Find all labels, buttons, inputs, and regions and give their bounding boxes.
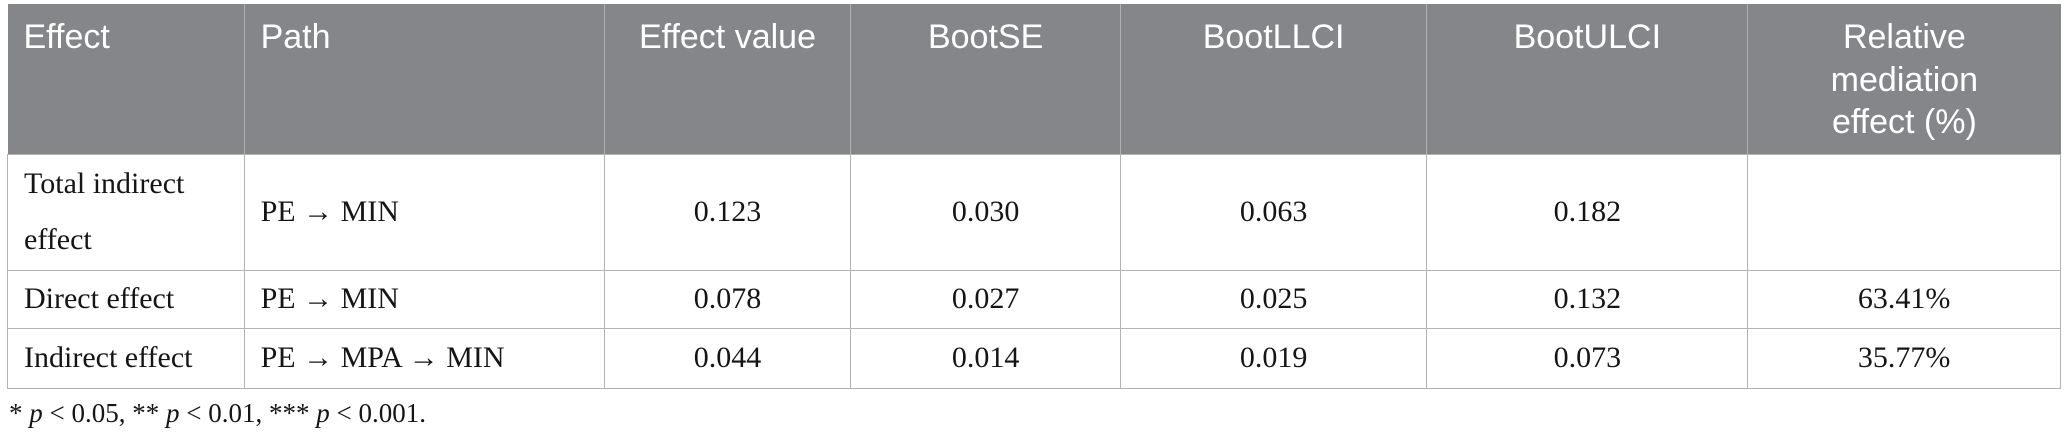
footnote-segment: p bbox=[316, 397, 330, 428]
header-effect: Effect bbox=[7, 4, 245, 154]
cell-path: PE → MIN bbox=[243, 153, 605, 271]
cell-effect-value: 0.044 bbox=[603, 327, 852, 389]
cell-bootllci: 0.025 bbox=[1119, 269, 1428, 329]
footnote-segment: < 0.001. bbox=[329, 397, 426, 428]
header-bootllci: BootLLCI bbox=[1119, 4, 1427, 154]
cell-bootllci: 0.063 bbox=[1119, 153, 1428, 271]
cell-bootse: 0.030 bbox=[850, 153, 1121, 271]
cell-effect: Direct effect bbox=[7, 269, 245, 329]
mediation-effects-table: Effect Path Effect value BootSE BootLLCI… bbox=[7, 4, 2061, 389]
cell-bootulci: 0.182 bbox=[1426, 153, 1749, 271]
header-effect-value: Effect value bbox=[603, 4, 851, 154]
header-bootse: BootSE bbox=[850, 4, 1121, 154]
cell-effect: Indirect effect bbox=[7, 327, 245, 389]
cell-path: PE → MPA → MIN bbox=[243, 327, 605, 389]
footnote-segment: < 0.05, ** bbox=[42, 397, 166, 428]
footnote-segment: p bbox=[29, 397, 43, 428]
footnote-segment: < 0.01, *** bbox=[179, 397, 317, 428]
table-header-row: Effect Path Effect value BootSE BootLLCI… bbox=[7, 4, 2061, 154]
cell-bootulci: 0.132 bbox=[1426, 269, 1749, 329]
cell-bootulci: 0.073 bbox=[1426, 327, 1749, 389]
header-path: Path bbox=[243, 4, 605, 154]
cell-effect-value: 0.078 bbox=[603, 269, 852, 329]
cell-bootse: 0.027 bbox=[850, 269, 1121, 329]
significance-footnote: * p < 0.05, ** p < 0.01, *** p < 0.001. bbox=[7, 398, 2061, 429]
table-row-indirect-effect: Indirect effect PE → MPA → MIN 0.044 0.0… bbox=[7, 327, 2061, 389]
cell-bootllci: 0.019 bbox=[1119, 327, 1428, 389]
cell-relative-mediation-effect: 63.41% bbox=[1747, 269, 2061, 329]
cell-path: PE → MIN bbox=[243, 269, 605, 329]
footnote-segment: p bbox=[165, 397, 180, 428]
header-relative-mediation-effect: Relative mediation effect (%) bbox=[1747, 4, 2061, 154]
cell-relative-mediation-effect bbox=[1747, 153, 2061, 271]
header-bootulci: BootULCI bbox=[1426, 4, 1748, 154]
cell-relative-mediation-effect: 35.77% bbox=[1747, 327, 2061, 389]
cell-effect-value: 0.123 bbox=[603, 153, 852, 271]
table-row-total-indirect-effect: Total indirect effect PE → MIN 0.123 0.0… bbox=[7, 153, 2061, 271]
table-row-direct-effect: Direct effect PE → MIN 0.078 0.027 0.025… bbox=[7, 269, 2061, 329]
cell-bootse: 0.014 bbox=[850, 327, 1121, 389]
footnote-segment: * bbox=[9, 397, 30, 428]
cell-effect: Total indirect effect bbox=[7, 153, 245, 271]
